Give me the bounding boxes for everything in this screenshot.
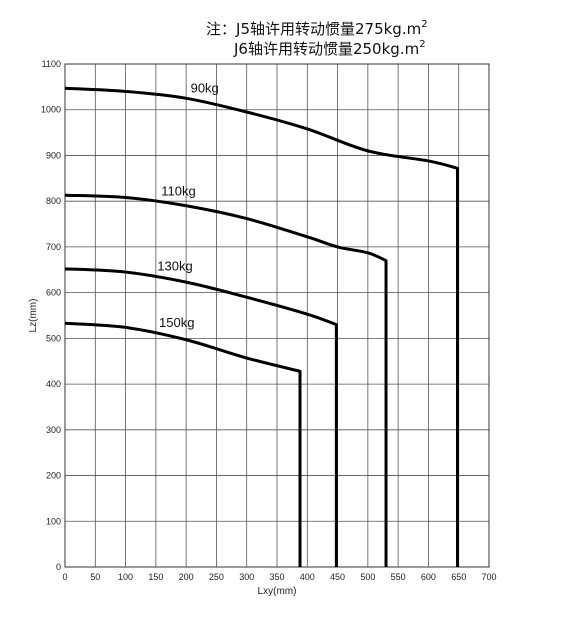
series-label-130kg: 130kg	[157, 258, 192, 273]
y-axis-label: Lz(mm)	[28, 299, 39, 333]
note-j5-text: J5轴许用转动惯量275kg.m	[236, 20, 422, 38]
x-tick-label: 200	[179, 572, 194, 582]
y-tick-label: 0	[56, 562, 61, 572]
x-tick-label: 300	[239, 572, 254, 582]
y-tick-label: 200	[46, 471, 61, 481]
series-label-90kg: 90kg	[191, 80, 219, 95]
x-tick-label: 50	[90, 572, 100, 582]
series-line-90kg	[64, 86, 460, 567]
x-tick-label: 450	[330, 572, 345, 582]
series-line-150kg	[64, 321, 302, 567]
x-tick-label: 250	[209, 572, 224, 582]
y-tick-label: 1100	[42, 59, 61, 69]
y-tick-label: 1000	[41, 105, 61, 115]
x-tick-label: 600	[421, 572, 436, 582]
series-line-110kg	[64, 193, 388, 567]
y-tick-label: 500	[46, 333, 61, 343]
x-tick-label: 650	[451, 572, 466, 582]
y-tick-label: 600	[46, 288, 61, 298]
x-tick-label: 500	[360, 572, 375, 582]
y-tick-label: 900	[46, 150, 61, 160]
x-tick-label: 350	[269, 572, 284, 582]
y-tick-label: 800	[46, 196, 61, 206]
x-tick-label: 550	[391, 572, 406, 582]
note-j6-text: J6轴许用转动惯量250kg.m	[234, 40, 420, 58]
x-tick-label: 100	[118, 572, 133, 582]
y-tick-label: 100	[46, 516, 61, 526]
x-tick-label: 700	[481, 572, 496, 582]
y-tick-label: 400	[46, 379, 61, 389]
x-tick-label: 150	[148, 572, 163, 582]
x-tick-label: 400	[300, 572, 315, 582]
x-axis-label: Lxy(mm)	[258, 586, 297, 597]
series-line-130kg	[64, 267, 338, 567]
note-j5-superscript: 2	[421, 19, 428, 30]
note-line-1: 注：J5轴许用转动惯量275kg.m2	[206, 18, 428, 39]
note-prefix: 注：	[206, 20, 237, 38]
y-tick-label: 700	[46, 242, 61, 252]
series-label-110kg: 110kg	[161, 183, 195, 198]
y-tick-label: 300	[46, 425, 61, 435]
note-j6-superscript: 2	[419, 39, 426, 50]
x-tick-label: 0	[62, 572, 67, 582]
series-label-150kg: 150kg	[159, 315, 194, 330]
plot-frame	[64, 63, 490, 568]
note-line-2: J6轴许用转动惯量250kg.m2	[234, 38, 426, 59]
